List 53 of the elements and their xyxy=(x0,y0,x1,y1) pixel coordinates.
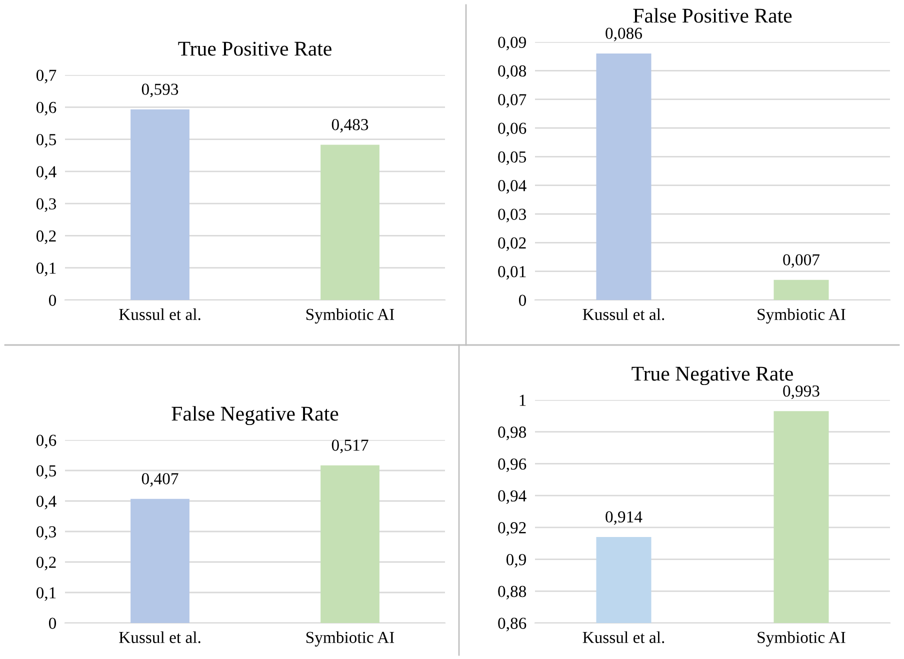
y-tick-label: 0,3 xyxy=(36,526,56,540)
y-tick-label: 0,2 xyxy=(36,556,56,570)
y-tick-label: 0,2 xyxy=(36,230,56,244)
data-label: 0,086 xyxy=(606,28,642,42)
chart-title: False Negative Rate xyxy=(172,406,338,426)
x-tick-label: Kussul et al. xyxy=(582,631,664,644)
y-tick-label: 0,09 xyxy=(498,36,526,50)
y-tick-label: 0,98 xyxy=(498,426,526,440)
x-tick-label: Symbiotic AI xyxy=(758,631,846,646)
data-label: 0,407 xyxy=(142,473,178,487)
y-tick-label: 0,03 xyxy=(498,208,526,222)
y-tick-label: 0,5 xyxy=(36,134,56,148)
y-tick-label: 1 xyxy=(520,394,526,406)
chart-title: True Positive Rate xyxy=(178,42,332,56)
y-tick-label: 0,07 xyxy=(498,94,526,108)
y-tick-label: 0 xyxy=(48,294,56,306)
x-tick-label: Kussul et al. xyxy=(582,308,664,320)
y-tick-label: 0,94 xyxy=(498,490,526,504)
y-tick-label: 0,96 xyxy=(498,458,526,472)
chart-title: True Negative Rate xyxy=(632,366,793,386)
data-label: 0,993 xyxy=(783,385,820,400)
data-label: 0,483 xyxy=(332,119,368,133)
y-tick-label: 0,5 xyxy=(36,465,56,479)
y-tick-label: 0,7 xyxy=(36,70,56,84)
y-tick-label: 0,6 xyxy=(36,102,56,116)
y-tick-label: 0,88 xyxy=(498,586,526,600)
y-tick-label: 0,4 xyxy=(36,496,56,510)
data-label: 0,517 xyxy=(332,440,368,454)
y-tick-label: 0,02 xyxy=(498,237,526,252)
y-tick-label: 0,1 xyxy=(36,587,56,601)
y-tick-label: 0 xyxy=(518,294,526,306)
y-tick-label: 0,05 xyxy=(498,151,526,166)
y-tick-label: 0,9 xyxy=(506,554,526,568)
data-label: 0,593 xyxy=(142,84,178,98)
x-tick-label: Symbiotic AI xyxy=(306,631,394,646)
x-tick-label: Kussul et al. xyxy=(119,308,200,320)
x-tick-label: Symbiotic AI xyxy=(306,308,394,324)
y-tick-label: 0,3 xyxy=(36,198,56,212)
data-label: 0,914 xyxy=(606,511,642,525)
y-tick-label: 0,86 xyxy=(498,618,526,632)
chart-title: False Positive Rate xyxy=(633,8,792,23)
y-tick-label: 0,06 xyxy=(498,122,526,136)
y-tick-label: 0 xyxy=(48,618,56,629)
y-tick-label: 0,1 xyxy=(36,262,56,276)
x-tick-label: Symbiotic AI xyxy=(758,308,846,324)
y-tick-label: 0,92 xyxy=(498,522,526,536)
y-tick-label: 0,4 xyxy=(36,166,56,180)
y-tick-label: 0,08 xyxy=(498,65,526,80)
y-tick-label: 0,01 xyxy=(498,266,526,280)
y-tick-label: 0,04 xyxy=(498,180,526,194)
x-tick-label: Kussul et al. xyxy=(119,631,200,644)
y-tick-label: 0,6 xyxy=(36,434,56,448)
data-label: 0,007 xyxy=(783,254,820,268)
